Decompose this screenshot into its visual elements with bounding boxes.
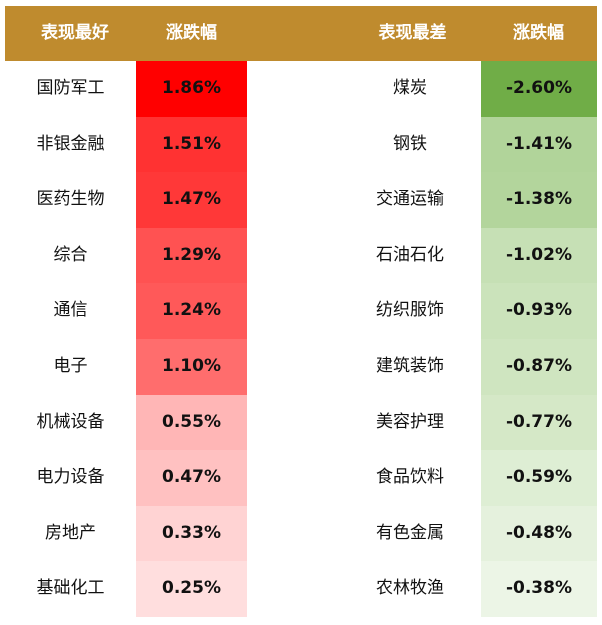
worst-sector-change: -1.38%: [481, 172, 597, 228]
best-sector-change: 0.47%: [136, 450, 247, 506]
best-sector-change: 1.47%: [136, 172, 247, 228]
worst-sector-name: 美容护理: [376, 411, 444, 432]
header-worst-label: 表现最差: [378, 23, 447, 43]
best-sector-name: 基础化工: [36, 578, 105, 599]
header-best-change-label: 涨跌幅: [166, 23, 217, 43]
best-sector-change: 1.51%: [136, 116, 247, 173]
table-header: 表现最好 涨跌幅 表现最差 涨跌幅: [5, 6, 597, 61]
worst-sector-change: -0.87%: [481, 339, 597, 395]
worst-sector-name: 食品饮料: [376, 467, 444, 488]
worst-sector-change: -0.93%: [481, 283, 597, 339]
best-sector-name: 通信: [53, 300, 88, 321]
best-sector-change: 1.29%: [136, 227, 247, 284]
best-sector-change: 0.55%: [136, 394, 247, 451]
worst-sector-name: 钢铁: [393, 133, 427, 154]
best-sector-change: 0.33%: [136, 505, 247, 562]
best-sector-name: 综合: [53, 244, 88, 265]
worst-sector-change: -0.38%: [481, 561, 597, 617]
worst-sector-name: 煤炭: [393, 78, 427, 98]
best-sector-name: 电子: [53, 356, 88, 376]
best-sector-name: 机械设备: [36, 411, 105, 432]
worst-sector-change: -0.59%: [481, 450, 597, 506]
best-sector-name: 医药生物: [36, 189, 105, 210]
best-sector-name: 国防军工: [36, 78, 105, 98]
best-sector-name: 电力设备: [36, 467, 105, 488]
header-worst-change-label: 涨跌幅: [513, 23, 564, 43]
worst-sector-change: -0.48%: [481, 505, 597, 562]
best-sector-change: 1.24%: [136, 283, 247, 339]
worst-sector-change: -1.41%: [481, 116, 597, 173]
worst-sector-name: 交通运输: [376, 189, 444, 210]
best-sector-name: 房地产: [45, 522, 96, 543]
worst-sector-name: 建筑装饰: [376, 356, 444, 376]
best-sector-change: 0.25%: [136, 561, 247, 617]
worst-sector-name: 纺织服饰: [376, 300, 444, 321]
worst-sector-change: -1.02%: [481, 227, 597, 284]
worst-sector-name: 农林牧渔: [376, 578, 444, 599]
worst-sector-name: 有色金属: [376, 522, 444, 543]
worst-sector-change: -2.60%: [481, 61, 597, 117]
best-sector-name: 非银金融: [36, 133, 105, 154]
best-sector-change: 1.86%: [136, 61, 247, 117]
worst-sector-name: 石油石化: [376, 244, 444, 265]
best-sector-change: 1.10%: [136, 339, 247, 395]
worst-sector-change: -0.77%: [481, 394, 597, 451]
header-best-label: 表现最好: [41, 23, 109, 43]
